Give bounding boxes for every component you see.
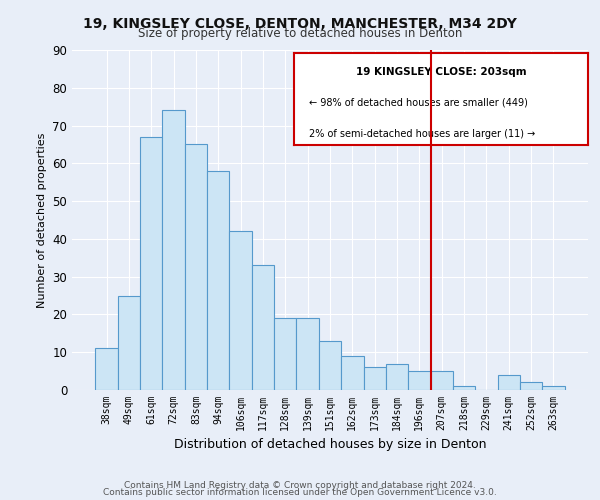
X-axis label: Distribution of detached houses by size in Denton: Distribution of detached houses by size … [174,438,486,452]
Bar [140,137,163,390]
Bar [207,171,229,390]
Bar [185,144,207,390]
Text: Size of property relative to detached houses in Denton: Size of property relative to detached ho… [138,28,462,40]
Text: 19, KINGSLEY CLOSE, DENTON, MANCHESTER, M34 2DY: 19, KINGSLEY CLOSE, DENTON, MANCHESTER, … [83,18,517,32]
Bar [453,386,475,390]
Bar [542,386,565,390]
Text: Contains HM Land Registry data © Crown copyright and database right 2024.: Contains HM Land Registry data © Crown c… [124,480,476,490]
Bar [364,368,386,390]
Bar [118,296,140,390]
Bar [408,371,431,390]
Y-axis label: Number of detached properties: Number of detached properties [37,132,47,308]
Bar [319,341,341,390]
Bar [341,356,364,390]
Text: Contains public sector information licensed under the Open Government Licence v3: Contains public sector information licen… [103,488,497,497]
Bar [520,382,542,390]
Bar [252,266,274,390]
Bar [431,371,453,390]
Bar [274,318,296,390]
Bar [229,232,252,390]
Bar [296,318,319,390]
Bar [386,364,408,390]
Bar [163,110,185,390]
Bar [95,348,118,390]
Bar [497,375,520,390]
